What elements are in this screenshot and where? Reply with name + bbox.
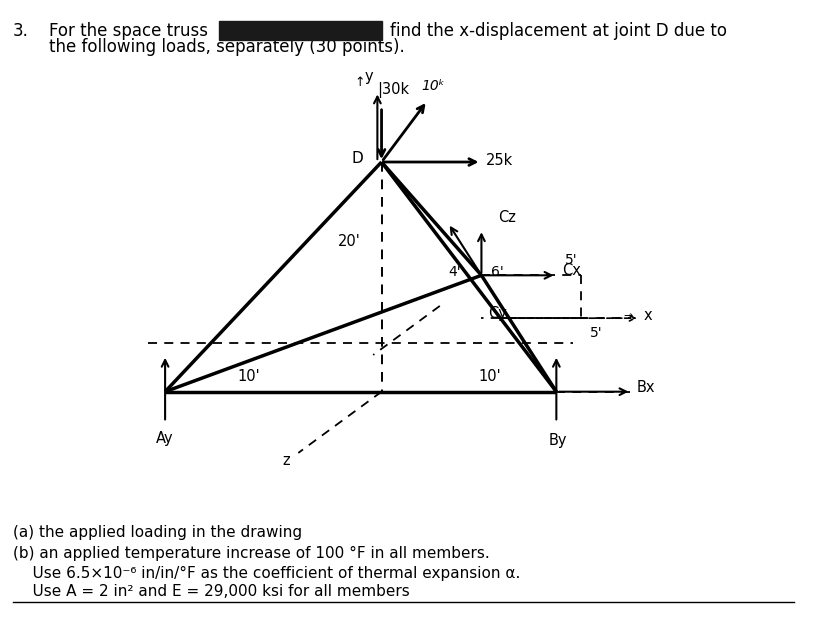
Text: By: By: [549, 433, 567, 448]
Text: y: y: [365, 69, 374, 83]
Text: D: D: [351, 151, 363, 166]
Text: 3.: 3.: [13, 22, 28, 40]
Text: z: z: [282, 453, 290, 468]
Text: Use A = 2 in² and E = 29,000 ksi for all members: Use A = 2 in² and E = 29,000 ksi for all…: [13, 585, 410, 599]
Text: Use 6.5×10⁻⁶ in/in/°F as the coefficient of thermal expansion α.: Use 6.5×10⁻⁶ in/in/°F as the coefficient…: [13, 566, 520, 581]
Text: |30k: |30k: [377, 82, 410, 98]
Text: 10': 10': [237, 369, 260, 384]
Text: 10': 10': [478, 369, 501, 384]
Text: (b) an applied temperature increase of 100 °F in all members.: (b) an applied temperature increase of 1…: [13, 546, 489, 562]
Text: 5': 5': [590, 326, 603, 341]
Text: Cx: Cx: [562, 263, 581, 278]
Text: x: x: [644, 308, 653, 323]
Text: $\rightarrow$: $\rightarrow$: [621, 310, 634, 320]
Text: For the space truss: For the space truss: [49, 22, 208, 40]
Text: 20': 20': [338, 234, 360, 249]
Text: (a) the applied loading in the drawing: (a) the applied loading in the drawing: [13, 525, 302, 540]
FancyBboxPatch shape: [220, 20, 381, 40]
Text: Cy: Cy: [488, 306, 507, 321]
Text: 6': 6': [491, 265, 504, 279]
Text: Cz: Cz: [498, 210, 516, 224]
Text: Bx: Bx: [636, 380, 654, 395]
Text: 25k: 25k: [485, 153, 513, 168]
Text: Ay: Ay: [157, 431, 174, 446]
Text: 4': 4': [448, 265, 461, 279]
Text: $\uparrow$: $\uparrow$: [352, 75, 365, 88]
Text: find the x-displacement at joint D due to: find the x-displacement at joint D due t…: [390, 22, 727, 40]
Text: 5': 5': [565, 253, 577, 267]
Text: the following loads, separately (30 points).: the following loads, separately (30 poin…: [49, 38, 404, 56]
Text: 10ᵏ: 10ᵏ: [422, 80, 445, 93]
